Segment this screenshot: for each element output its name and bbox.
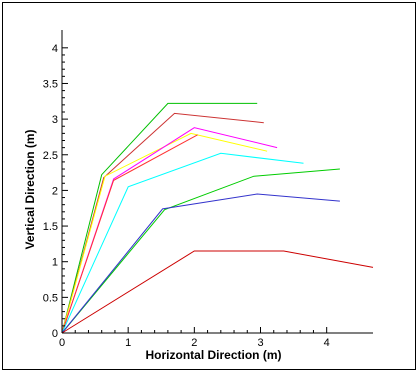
x-tick-label: 0 xyxy=(59,337,65,349)
y-ticks: 0 0.5 1 1.5 2 2.5 3 3.5 4 xyxy=(43,43,68,340)
plot-lines xyxy=(61,102,374,334)
series-line-7 xyxy=(61,168,340,334)
series-line-5 xyxy=(61,134,198,334)
series-line-6 xyxy=(61,152,304,334)
y-tick-label: 3 xyxy=(52,114,58,126)
x-tick-label: 2 xyxy=(191,337,197,349)
x-tick-label: 3 xyxy=(257,337,263,349)
x-ticks: 0 1 2 3 4 xyxy=(59,327,330,349)
y-tick-label: 4 xyxy=(52,43,58,55)
series-line-3 xyxy=(61,132,268,334)
y-tick-label: 1 xyxy=(52,257,58,269)
series-line-8 xyxy=(61,193,340,334)
y-tick-label: 3.5 xyxy=(43,78,58,90)
y-tick-label: 0 xyxy=(52,328,58,340)
y-tick-label: 2.5 xyxy=(43,150,58,162)
series-line-9 xyxy=(61,250,374,334)
y-tick-label: 1.5 xyxy=(43,221,58,233)
x-tick-label: 4 xyxy=(324,337,330,349)
x-axis-title: Horizontal Direction (m) xyxy=(145,348,281,362)
y-axis-title: Vertical Direction (m) xyxy=(23,129,37,249)
y-tick-label: 2 xyxy=(52,185,58,197)
chart-frame xyxy=(2,2,416,370)
y-tick-label: 0.5 xyxy=(43,292,58,304)
series-line-4 xyxy=(61,127,278,334)
series-line-1 xyxy=(61,102,258,334)
x-tick-label: 1 xyxy=(125,337,131,349)
